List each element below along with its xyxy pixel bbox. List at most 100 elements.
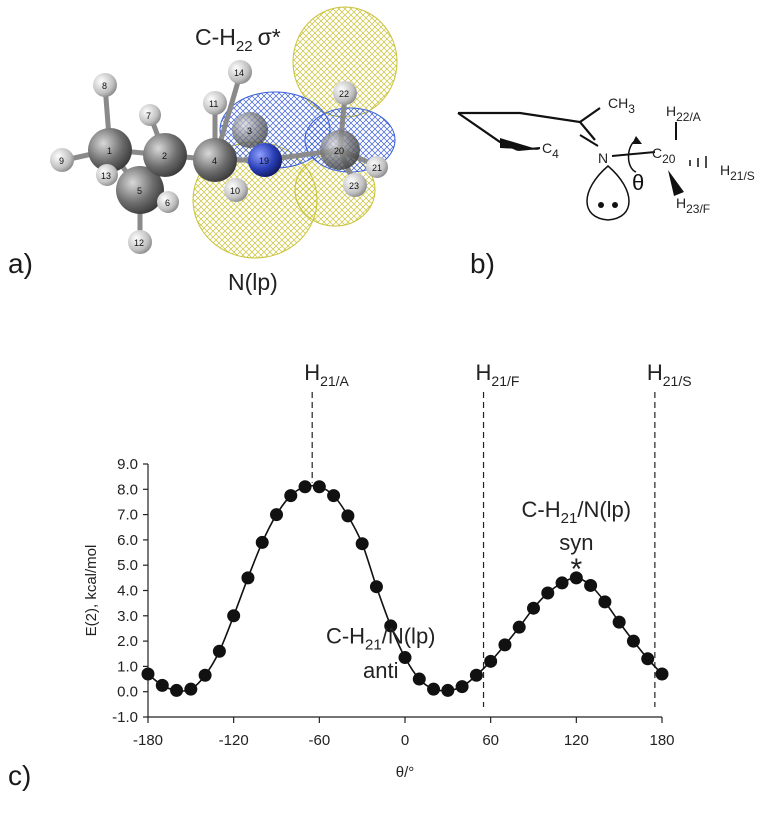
atom-h13 bbox=[96, 164, 118, 186]
atom-h23 bbox=[343, 173, 367, 197]
data-point-30 bbox=[569, 571, 583, 585]
data-point-22 bbox=[455, 680, 469, 694]
data-point-6 bbox=[227, 609, 241, 623]
panel-b-structure: CH3 C4 N θ C20 H22/A H21/S H23/F bbox=[457, 95, 755, 221]
chart-points bbox=[141, 480, 669, 697]
data-point-25 bbox=[498, 638, 512, 652]
data-point-10 bbox=[284, 489, 298, 503]
data-point-15 bbox=[355, 537, 369, 551]
data-point-23 bbox=[469, 668, 483, 682]
data-point-33 bbox=[612, 615, 626, 629]
y-tick-label: 0.0 bbox=[117, 684, 138, 701]
label-theta: θ bbox=[632, 170, 644, 195]
atom-h22 bbox=[333, 81, 357, 105]
y-tick-label: 9.0 bbox=[117, 456, 138, 473]
data-point-19 bbox=[412, 672, 426, 686]
y-tick-label: -1.0 bbox=[112, 709, 138, 726]
atom-c1 bbox=[88, 128, 132, 172]
data-point-36 bbox=[655, 667, 669, 681]
data-point-16 bbox=[369, 580, 383, 594]
wedge-bond-c4 bbox=[500, 138, 540, 150]
atom-h8 bbox=[93, 73, 117, 97]
data-point-32 bbox=[598, 595, 612, 609]
x-tick-label: 0 bbox=[401, 732, 409, 749]
rotation-arrow bbox=[627, 139, 637, 173]
svg-text:2: 2 bbox=[162, 151, 167, 161]
svg-text:1: 1 bbox=[107, 146, 112, 156]
data-point-9 bbox=[270, 508, 283, 522]
y-tick-label: 1.0 bbox=[117, 658, 138, 675]
x-tick-label: 180 bbox=[649, 732, 674, 749]
label-n: N bbox=[598, 150, 608, 166]
svg-text:19: 19 bbox=[259, 156, 269, 166]
data-point-5 bbox=[212, 644, 226, 658]
svg-text:11: 11 bbox=[209, 99, 218, 109]
atom-c5 bbox=[116, 166, 164, 214]
atom-c4 bbox=[193, 138, 237, 182]
data-point-24 bbox=[484, 654, 498, 668]
orbital-label-lone-pair: N(lp) bbox=[228, 269, 278, 295]
label-h22: H22/A bbox=[666, 103, 701, 124]
data-point-7 bbox=[241, 571, 255, 585]
y-tick-label: 3.0 bbox=[117, 608, 138, 625]
x-tick-label: -60 bbox=[308, 732, 330, 749]
data-point-12 bbox=[312, 480, 326, 494]
label-h21: H21/S bbox=[720, 162, 755, 183]
data-point-0 bbox=[141, 667, 155, 681]
data-point-3 bbox=[184, 682, 198, 696]
data-point-35 bbox=[641, 652, 655, 666]
data-point-28 bbox=[541, 586, 555, 600]
atom-c3 bbox=[232, 112, 268, 148]
data-point-18 bbox=[398, 651, 412, 665]
atom-h11 bbox=[203, 91, 227, 115]
annotation-syn-line2: syn bbox=[559, 530, 593, 555]
piperidine-ring bbox=[457, 107, 601, 152]
annotation-anti-line2: anti bbox=[363, 658, 398, 683]
data-point-8 bbox=[255, 535, 269, 549]
svg-text:9: 9 bbox=[59, 156, 64, 166]
svg-text:12: 12 bbox=[134, 238, 144, 248]
atom-h9 bbox=[50, 148, 74, 172]
wedge-bond-h23 bbox=[668, 170, 684, 196]
y-tick-label: 8.0 bbox=[117, 481, 138, 498]
atom-c2 bbox=[143, 133, 187, 177]
atom-h7 bbox=[139, 104, 161, 126]
annotation-syn: C-H21/N(lp) bbox=[522, 497, 632, 527]
data-point-31 bbox=[584, 578, 598, 592]
y-tick-label: 5.0 bbox=[117, 557, 138, 574]
data-point-27 bbox=[527, 601, 540, 615]
y-tick-label: 2.0 bbox=[117, 633, 138, 650]
data-point-13 bbox=[327, 489, 341, 503]
data-point-4 bbox=[198, 668, 212, 682]
label-c4: C4 bbox=[542, 140, 559, 161]
data-point-34 bbox=[626, 634, 640, 648]
y-tick-label: 4.0 bbox=[117, 583, 138, 600]
hashed-bond-h21 bbox=[689, 156, 707, 168]
svg-text:20: 20 bbox=[334, 146, 344, 156]
panel-b-label: b) bbox=[470, 248, 495, 279]
svg-text:22: 22 bbox=[339, 89, 349, 99]
atom-c20 bbox=[320, 130, 360, 170]
atom-n19 bbox=[248, 143, 282, 177]
svg-text:10: 10 bbox=[230, 186, 240, 196]
data-point-11 bbox=[298, 480, 312, 494]
chart-vlines: H21/A H21/F H21/S bbox=[304, 360, 692, 707]
svg-text:8: 8 bbox=[102, 81, 107, 91]
lone-pair-lobe bbox=[586, 165, 630, 221]
data-point-14 bbox=[341, 509, 355, 523]
vline-label-0: H21/A bbox=[304, 360, 349, 389]
x-tick-label: 120 bbox=[564, 732, 589, 749]
x-axis-label: θ/° bbox=[396, 764, 415, 781]
data-point-21 bbox=[441, 683, 455, 697]
svg-text:7: 7 bbox=[146, 111, 151, 121]
svg-text:21: 21 bbox=[372, 163, 382, 173]
svg-text:4: 4 bbox=[212, 156, 217, 166]
atom-numbers: 8 7 1 2 9 13 5 6 12 14 11 4 3 10 22 20 2… bbox=[59, 68, 382, 248]
y-tick-label: 7.0 bbox=[117, 507, 138, 524]
panel-a-molecule: 8 7 1 2 9 13 5 6 12 14 11 4 3 10 22 20 2… bbox=[50, 6, 398, 295]
svg-text:23: 23 bbox=[349, 181, 359, 191]
svg-text:5: 5 bbox=[137, 186, 142, 196]
svg-text:6: 6 bbox=[165, 198, 170, 208]
orbital-label-sigma-star: C-H22 σ* bbox=[195, 24, 281, 55]
panel-c-label: c) bbox=[8, 760, 32, 791]
